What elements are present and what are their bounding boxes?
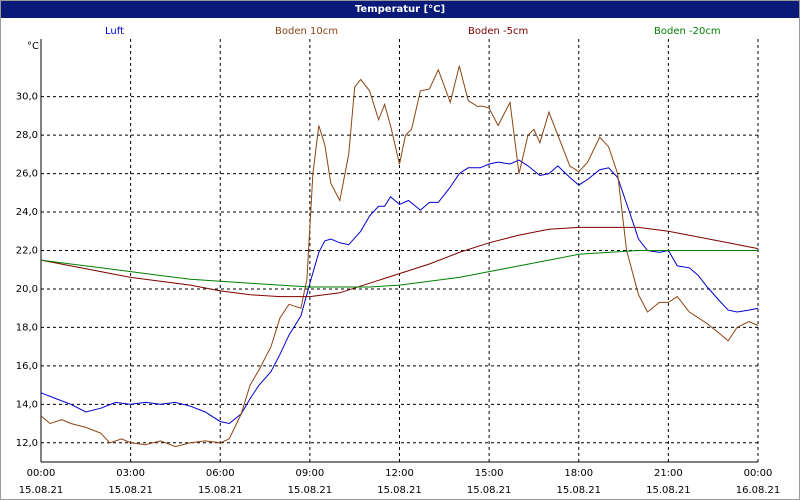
chart-title: Temperatur [°C] <box>1 1 799 18</box>
x-tick-date-label: 15.08.21 <box>198 485 243 496</box>
legend-boden-minus-20cm: Boden -20cm <box>654 26 721 37</box>
y-tick-label: 26,0 <box>16 169 38 180</box>
x-tick-date-label: 15.08.21 <box>467 485 512 496</box>
y-tick-label: 14,0 <box>16 399 38 410</box>
x-tick-time-label: 09:00 <box>295 468 324 479</box>
x-tick-time-label: 12:00 <box>385 468 414 479</box>
series-line-boden-10cm <box>40 65 759 448</box>
series-line-boden-20cm <box>40 250 758 288</box>
x-tick-date-label: 15.08.21 <box>646 485 691 496</box>
x-tick-date-label: 15.08.21 <box>288 485 333 496</box>
y-tick-label: 22,0 <box>16 246 38 257</box>
y-tick-label: 20,0 <box>16 284 38 295</box>
x-tick-time-label: 06:00 <box>206 468 235 479</box>
x-tick-time-label: 15:00 <box>475 468 504 479</box>
y-tick-label: 28,0 <box>16 130 38 141</box>
x-tick-date-label: 15.08.21 <box>556 485 601 496</box>
y-tick-label: 18,0 <box>16 322 38 333</box>
series-line-luft <box>40 159 759 425</box>
y-tick-label: 30,0 <box>16 92 38 103</box>
y-axis-unit: °C <box>27 41 39 52</box>
x-tick-time-label: 00:00 <box>744 468 773 479</box>
x-tick-date-label: 15.08.21 <box>377 485 422 496</box>
x-tick-date-label: 16.08.21 <box>736 485 781 496</box>
legend-boden-10cm: Boden 10cm <box>275 26 338 37</box>
x-tick-time-label: 18:00 <box>564 468 593 479</box>
legend-boden-minus-5cm: Boden -5cm <box>468 26 529 37</box>
y-tick-label: 12,0 <box>16 438 38 449</box>
x-tick-time-label: 03:00 <box>116 468 145 479</box>
x-tick-time-label: 21:00 <box>654 468 683 479</box>
x-tick-date-label: 15.08.21 <box>19 485 64 496</box>
y-tick-label: 16,0 <box>16 361 38 372</box>
series-line-boden-5cm <box>40 226 759 298</box>
x-tick-time-label: 00:00 <box>27 468 56 479</box>
y-tick-label: 24,0 <box>16 207 38 218</box>
legend-luft: Luft <box>105 26 124 37</box>
x-tick-date-label: 15.08.21 <box>108 485 153 496</box>
